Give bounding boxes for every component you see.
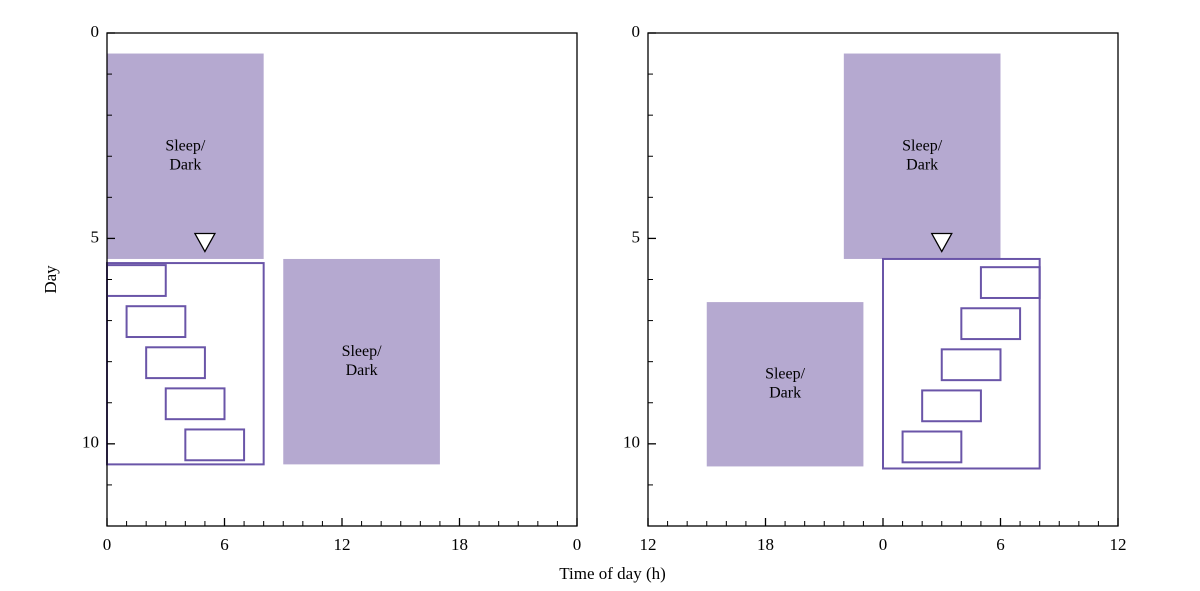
outline-block <box>184 428 246 462</box>
outline-block <box>106 264 167 297</box>
outline-block <box>164 387 226 421</box>
block-label: Dark <box>169 156 201 173</box>
y-tick-label: 0 <box>632 22 641 41</box>
outline-block <box>901 430 963 464</box>
shift-marker <box>193 232 217 253</box>
block-label: Dark <box>346 362 378 379</box>
shift-marker <box>930 232 953 253</box>
outline-block <box>921 389 982 423</box>
x-axis-label: Time of day (h) <box>559 564 666 583</box>
block-label: Sleep/ <box>342 343 383 360</box>
block-label: Dark <box>769 384 801 401</box>
outline-block <box>125 305 187 339</box>
x-tick-label: 18 <box>451 535 468 554</box>
x-tick-label: 0 <box>879 535 888 554</box>
block-label: Dark <box>906 156 938 173</box>
sleep-dark-block <box>843 53 1001 259</box>
outline-block <box>979 266 1041 299</box>
block-label: Sleep/ <box>902 137 943 154</box>
outline-block <box>960 307 1022 341</box>
x-tick-label: 18 <box>757 535 774 554</box>
y-tick-label: 10 <box>623 433 640 452</box>
x-tick-label: 6 <box>996 535 1005 554</box>
y-tick-label: 5 <box>632 227 641 246</box>
sleep-dark-block <box>107 53 264 259</box>
sleep-dark-block <box>706 302 864 467</box>
y-axis-label: Day <box>41 265 60 294</box>
y-tick-label: 10 <box>82 433 99 452</box>
outline-block <box>882 257 1041 470</box>
y-tick-label: 5 <box>91 227 100 246</box>
block-label: Sleep/ <box>165 137 206 154</box>
outline-block <box>145 346 206 380</box>
x-tick-label: 0 <box>573 535 582 554</box>
sleep-dark-block <box>283 258 440 465</box>
outline-block <box>940 348 1002 382</box>
x-tick-label: 6 <box>220 535 229 554</box>
x-tick-label: 12 <box>1110 535 1127 554</box>
block-label: Sleep/ <box>765 365 806 382</box>
x-tick-label: 12 <box>334 535 351 554</box>
x-tick-label: 12 <box>640 535 657 554</box>
x-tick-label: 0 <box>103 535 112 554</box>
y-tick-label: 0 <box>91 22 100 41</box>
